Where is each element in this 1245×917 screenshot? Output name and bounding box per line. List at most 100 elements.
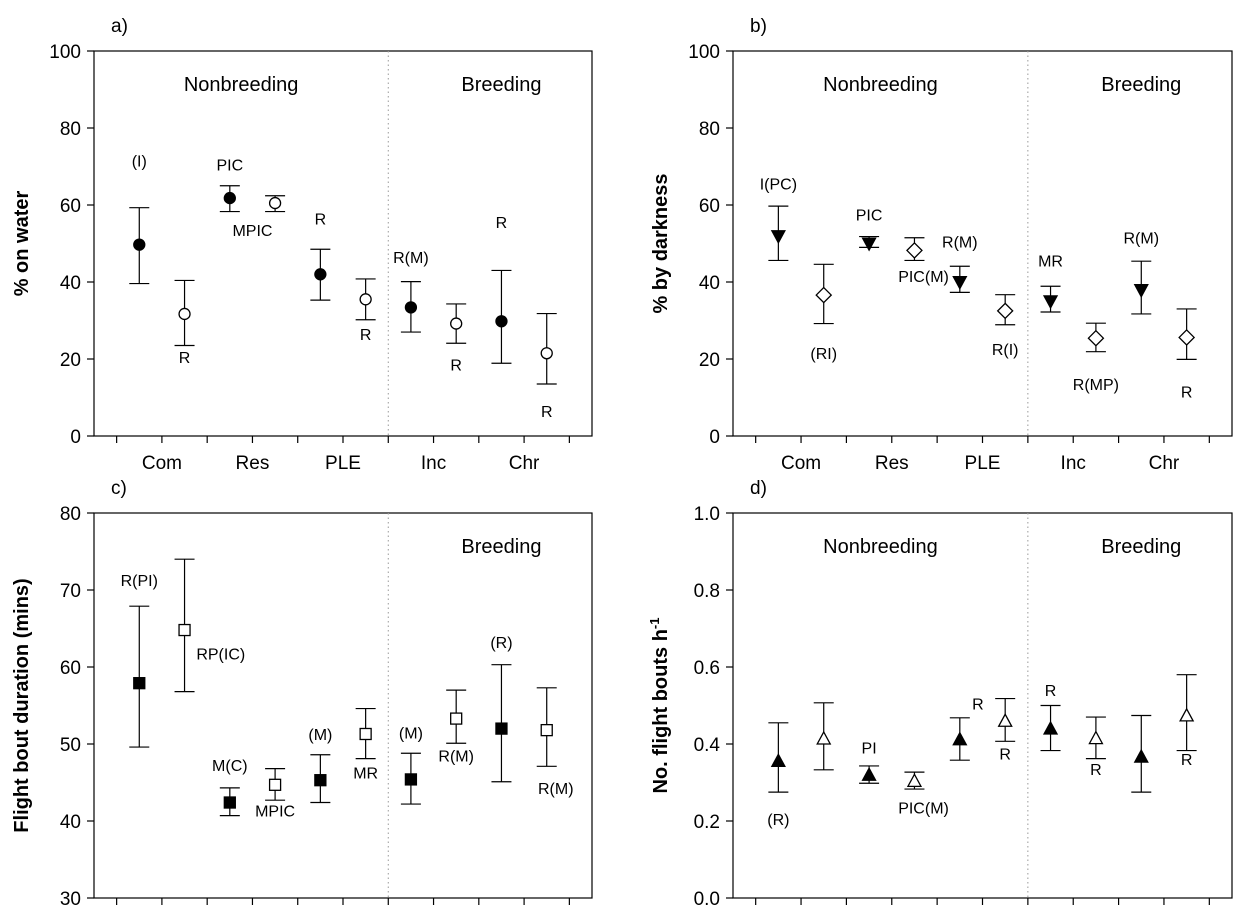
data-point-open xyxy=(268,196,282,210)
data-point-filled xyxy=(952,731,968,746)
significance-label: R xyxy=(1181,752,1193,769)
data-point-open xyxy=(996,302,1014,320)
breeding-label: Breeding xyxy=(1101,74,1181,96)
y-axis-label-text: No. flight bouts h xyxy=(650,629,672,793)
significance-label: (RI) xyxy=(810,346,837,363)
significance-label: R(MP) xyxy=(1073,377,1119,394)
breeding-label: Breeding xyxy=(461,536,541,558)
significance-label: R(M) xyxy=(942,234,978,251)
significance-label: (I) xyxy=(132,154,147,171)
y-tick-label: 50 xyxy=(60,735,81,756)
data-point-open xyxy=(450,712,463,725)
x-tick-label: Res xyxy=(236,915,270,917)
significance-label: R xyxy=(1181,385,1193,402)
data-point-filled xyxy=(1042,295,1059,310)
y-tick-label: 40 xyxy=(699,273,720,294)
x-tick-label: Res xyxy=(875,915,909,917)
y-tick-label: 0 xyxy=(70,427,81,448)
data-point-open xyxy=(1087,329,1105,347)
significance-label: PIC xyxy=(216,157,243,174)
data-point-filled xyxy=(495,315,508,328)
panel-label: b) xyxy=(750,16,767,37)
x-tick-label: PLE xyxy=(965,915,1001,917)
y-tick-label: 40 xyxy=(60,812,81,833)
significance-label: R xyxy=(179,350,191,367)
x-tick-label: Chr xyxy=(1149,453,1180,474)
x-tick-label: Com xyxy=(142,915,182,917)
y-tick-label: 1.0 xyxy=(694,504,720,525)
data-point-filled xyxy=(223,191,236,205)
significance-label: R(I) xyxy=(992,342,1019,359)
data-point-open xyxy=(816,730,832,745)
significance-label: PIC xyxy=(856,207,883,224)
significance-label: R xyxy=(450,358,462,375)
x-tick-label: Chr xyxy=(1149,915,1180,917)
y-axis-label-text: % by darkness xyxy=(650,173,672,313)
data-point-open xyxy=(815,286,833,304)
y-tick-label: 0.2 xyxy=(694,812,720,833)
breeding-label: Breeding xyxy=(461,74,541,96)
y-axis-label-text: % on water xyxy=(11,190,33,296)
significance-label: (M) xyxy=(308,727,332,744)
data-point-open xyxy=(1088,730,1104,745)
y-tick-label: 40 xyxy=(60,273,81,294)
data-point-filled xyxy=(404,301,418,314)
data-point-open xyxy=(178,623,191,637)
data-point-filled xyxy=(952,275,968,290)
x-tick-label: Res xyxy=(875,453,909,474)
significance-label: (R) xyxy=(767,812,789,829)
y-axis-label: % on water xyxy=(11,190,33,296)
x-tick-label: Com xyxy=(142,453,182,474)
significance-label: R(M) xyxy=(1123,231,1159,248)
breeding-label: Breeding xyxy=(1101,536,1181,558)
significance-label: R xyxy=(972,696,984,713)
panel-label: a) xyxy=(111,16,128,37)
panel-label: c) xyxy=(111,478,127,499)
data-point-open xyxy=(540,347,553,360)
data-point-filled xyxy=(770,752,786,767)
significance-label: R xyxy=(496,215,508,232)
data-point-open xyxy=(906,242,923,259)
significance-label: PI xyxy=(862,741,877,758)
x-tick-label: Inc xyxy=(421,915,446,917)
y-axis-label: Flight bout duration (mins) xyxy=(11,578,33,832)
data-point-filled xyxy=(133,677,146,690)
data-point-filled xyxy=(404,773,418,786)
panel-d: d) 0.0 0.2 0.4 0.6 0.8 1.0 Com Res PLE Inc Chr Nonbr… xyxy=(647,478,1233,917)
y-axis-label: No. flight bouts h-1 xyxy=(647,618,672,794)
significance-label: (M) xyxy=(399,726,423,743)
significance-label: R xyxy=(315,211,327,228)
data-point-filled xyxy=(861,766,877,781)
x-tick-label: Inc xyxy=(421,453,446,474)
y-tick-label: 0.4 xyxy=(694,735,721,756)
data-point-filled xyxy=(1133,284,1149,299)
significance-label: R xyxy=(360,327,372,344)
y-axis-label-superscript: -1 xyxy=(647,618,662,630)
significance-label: MPIC xyxy=(255,803,295,820)
y-tick-label: 80 xyxy=(60,119,81,140)
x-tick-label: Chr xyxy=(509,453,540,474)
data-point-open xyxy=(359,727,372,741)
y-tick-label: 60 xyxy=(60,196,81,217)
data-point-filled xyxy=(314,268,327,281)
y-tick-label: 0 xyxy=(709,427,720,448)
x-tick-label: Inc xyxy=(1061,915,1086,917)
y-axis-label-text: Flight bout duration (mins) xyxy=(11,578,33,832)
data-point-open xyxy=(1178,329,1196,346)
x-tick-label: Inc xyxy=(1061,453,1086,474)
significance-label: R(M) xyxy=(538,781,574,798)
significance-label: PIC(M) xyxy=(898,269,949,286)
significance-label: R(M) xyxy=(438,749,474,766)
y-axis-label: % by darkness xyxy=(650,173,672,313)
x-tick-label: Com xyxy=(781,915,821,917)
y-tick-label: 60 xyxy=(60,658,81,679)
x-tick-label: PLE xyxy=(325,915,361,917)
data-point-filled xyxy=(1042,720,1059,735)
significance-label: MPIC xyxy=(232,223,272,240)
significance-label: M(C) xyxy=(212,758,248,775)
panel-c: c) 30 40 50 60 70 80 Com Res PLE Inc Chr Breeding Fli… xyxy=(11,478,593,917)
data-point-open xyxy=(906,772,923,787)
significance-label: I(PC) xyxy=(760,177,797,194)
